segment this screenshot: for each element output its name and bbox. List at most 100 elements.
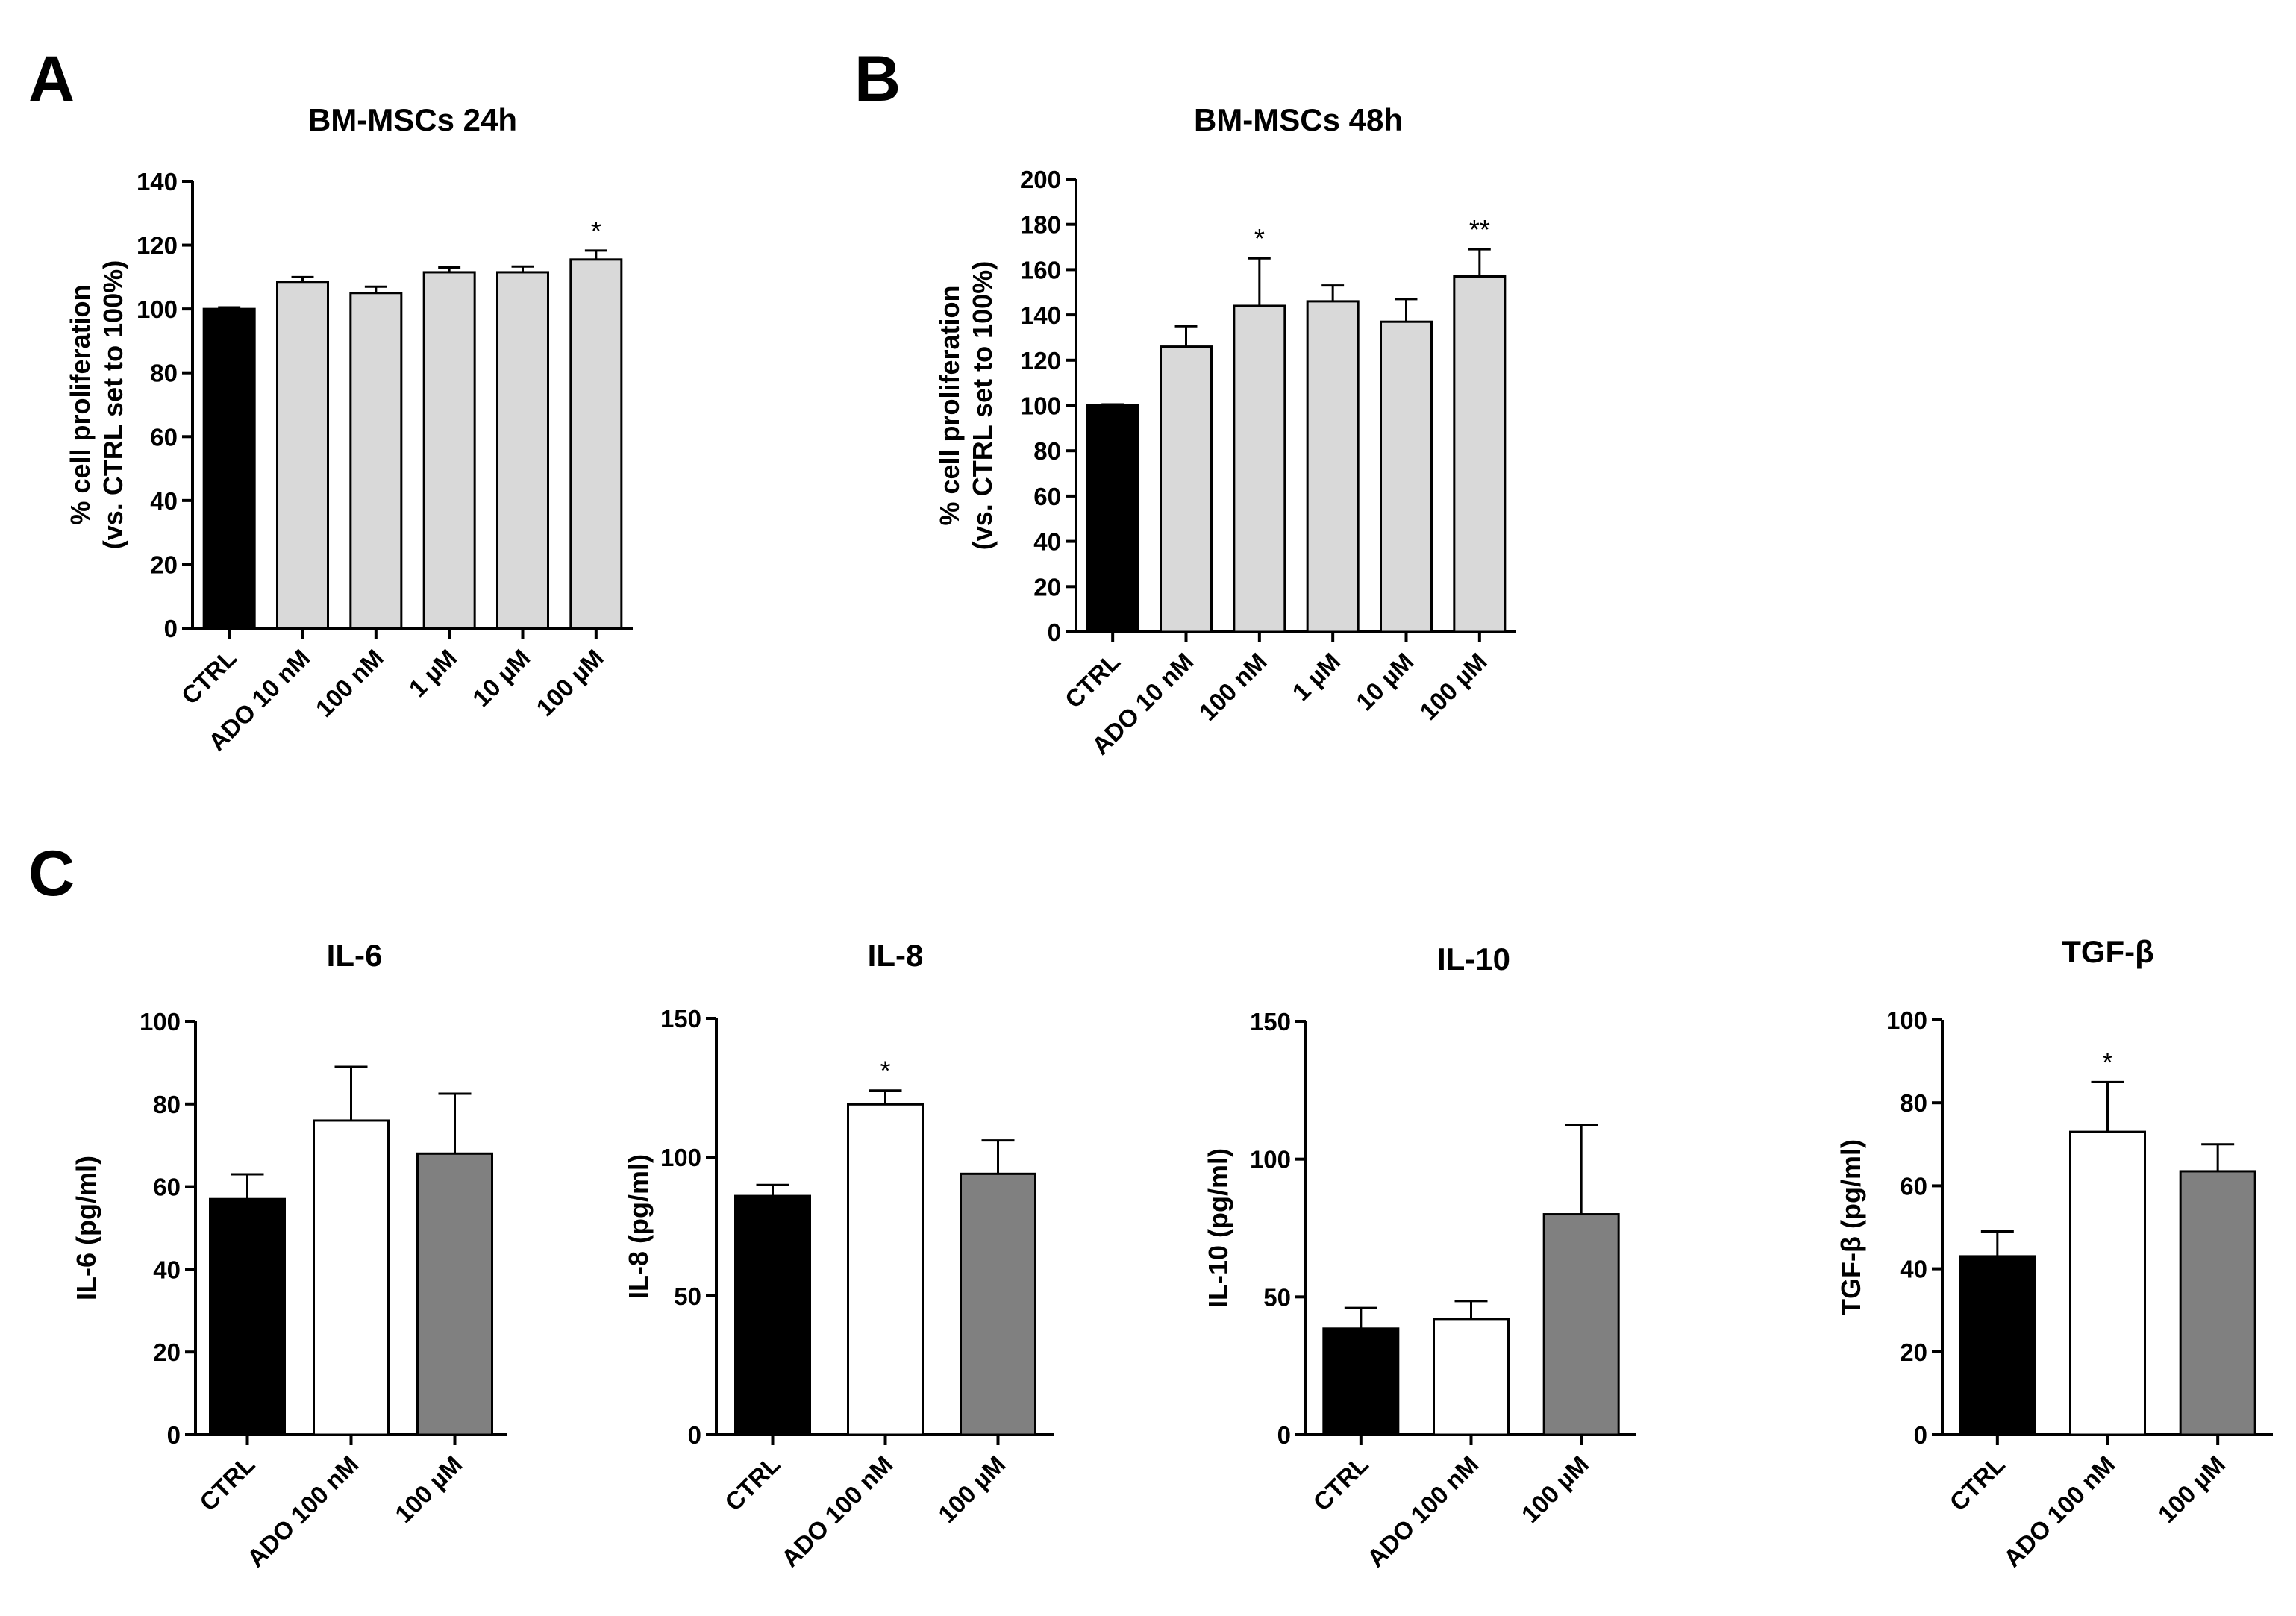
category-label: 100 µM xyxy=(1516,1450,1594,1528)
significance-label: * xyxy=(880,1056,890,1086)
y-tick-label: 80 xyxy=(1033,437,1061,465)
y-tick-label: 100 xyxy=(140,1008,181,1036)
y-tick-label: 0 xyxy=(167,1421,181,1449)
y-tick-label: 40 xyxy=(1900,1256,1927,1283)
bar xyxy=(1380,320,1433,633)
chart-b: BM-MSCs 48h % cell proliferation (vs. CTRL… xyxy=(934,102,1516,760)
bar xyxy=(847,1103,924,1436)
chart-title: IL-8 xyxy=(868,938,924,973)
bar xyxy=(1959,1255,2036,1436)
y-axis-label: TGF-β (pg/ml) xyxy=(1836,1139,1866,1315)
bar xyxy=(569,258,623,630)
y-tick-label: 60 xyxy=(153,1174,181,1201)
y-axis-label: (vs. CTRL set to 100%) xyxy=(98,260,128,549)
y-tick-label: 0 xyxy=(1277,1421,1291,1449)
y-tick-label: 40 xyxy=(153,1256,181,1283)
bar xyxy=(422,271,476,630)
y-tick-label: 0 xyxy=(688,1421,701,1449)
category-label: 1 µM xyxy=(404,644,463,703)
bar xyxy=(349,292,403,630)
significance-label: * xyxy=(2102,1047,2112,1077)
category-label: 10 µM xyxy=(1351,648,1418,715)
y-tick-label: 50 xyxy=(674,1283,701,1310)
y-tick-label: 20 xyxy=(1033,573,1061,601)
category-label: 100 nM xyxy=(310,644,389,722)
chart-a: BM-MSCs 24h % cell proliferation (vs. CTRL… xyxy=(65,102,633,756)
category-label: CTRL xyxy=(1060,648,1125,713)
category-label: 1 µM xyxy=(1287,648,1346,707)
y-tick-label: 60 xyxy=(1033,483,1061,510)
y-tick-label: 100 xyxy=(1020,392,1061,420)
y-tick-label: 140 xyxy=(1020,301,1061,329)
significance-label: ** xyxy=(1469,214,1490,245)
bar xyxy=(202,307,256,630)
y-tick-label: 140 xyxy=(137,168,178,195)
category-label: 100 µM xyxy=(531,644,608,721)
bar xyxy=(496,271,549,630)
bar xyxy=(734,1194,811,1436)
category-label: ADO 100 nM xyxy=(1362,1450,1484,1573)
bar xyxy=(2069,1130,2146,1436)
bar xyxy=(1542,1213,1620,1436)
y-tick-label: 80 xyxy=(153,1091,181,1118)
y-tick-label: 150 xyxy=(660,1005,701,1033)
y-tick-label: 180 xyxy=(1020,211,1061,239)
y-tick-label: 100 xyxy=(1250,1146,1291,1174)
bar xyxy=(1322,1327,1400,1436)
significance-label: * xyxy=(591,216,601,246)
y-tick-label: 50 xyxy=(1263,1283,1291,1311)
chart-il-8: IL-8 IL-8 (pg/ml) 0 50 100 150 CTRL * ADO 100 nM… xyxy=(623,938,1054,1572)
category-label: ADO 100 nM xyxy=(242,1450,364,1573)
category-label: CTRL xyxy=(1307,1450,1373,1516)
category-label: CTRL xyxy=(194,1450,260,1516)
y-axis-label: (vs. CTRL set to 100%) xyxy=(967,261,998,550)
category-label: CTRL xyxy=(1944,1450,2009,1516)
bar xyxy=(1453,275,1507,633)
chart-title: IL-6 xyxy=(327,938,383,973)
bar xyxy=(1433,1318,1510,1436)
bar xyxy=(276,281,329,630)
chart-title: TGF-β xyxy=(2062,934,2154,969)
y-tick-label: 20 xyxy=(1900,1338,1927,1366)
category-label: CTRL xyxy=(719,1450,785,1516)
bar xyxy=(1306,300,1360,633)
chart-title: BM-MSCs 48h xyxy=(1194,102,1403,137)
category-label: ADO 100 nM xyxy=(776,1450,898,1573)
category-label: 100 µM xyxy=(2153,1450,2230,1528)
panel-letter-b: B xyxy=(854,43,901,115)
y-tick-label: 60 xyxy=(150,423,178,451)
category-label: 100 nM xyxy=(1194,648,1272,726)
category-label: ADO 100 nM xyxy=(1998,1450,2121,1573)
panel-letter-a: A xyxy=(28,43,75,115)
y-tick-label: 20 xyxy=(150,551,178,578)
category-label: 10 µM xyxy=(467,644,535,712)
y-tick-label: 100 xyxy=(660,1144,701,1171)
y-axis-label: % cell proliferation xyxy=(934,285,965,525)
significance-label: * xyxy=(1254,223,1265,254)
y-tick-label: 120 xyxy=(137,232,178,260)
y-tick-label: 80 xyxy=(1900,1089,1927,1117)
panel-letter-c: C xyxy=(28,838,75,909)
y-tick-label: 0 xyxy=(164,615,178,642)
bar xyxy=(2179,1170,2256,1436)
y-tick-label: 100 xyxy=(1886,1006,1927,1034)
y-tick-label: 150 xyxy=(1250,1008,1291,1036)
y-axis-label: % cell proliferation xyxy=(65,284,96,524)
y-axis-label: IL-10 (pg/ml) xyxy=(1203,1148,1233,1308)
category-label: CTRL xyxy=(176,644,242,710)
y-tick-label: 60 xyxy=(1900,1172,1927,1200)
charts-layer: BM-MSCs 24h% cell proliferation (vs. CTRL… xyxy=(65,102,2273,1572)
bar xyxy=(416,1152,493,1436)
y-tick-label: 80 xyxy=(150,360,178,387)
y-tick-label: 120 xyxy=(1020,347,1061,375)
bar xyxy=(1086,404,1139,633)
bar xyxy=(1233,304,1286,633)
bar xyxy=(1160,345,1213,633)
y-tick-label: 100 xyxy=(137,295,178,323)
category-label: 100 µM xyxy=(390,1450,467,1528)
category-label: 100 µM xyxy=(1414,648,1492,725)
y-tick-label: 160 xyxy=(1020,256,1061,284)
bar xyxy=(960,1172,1036,1436)
